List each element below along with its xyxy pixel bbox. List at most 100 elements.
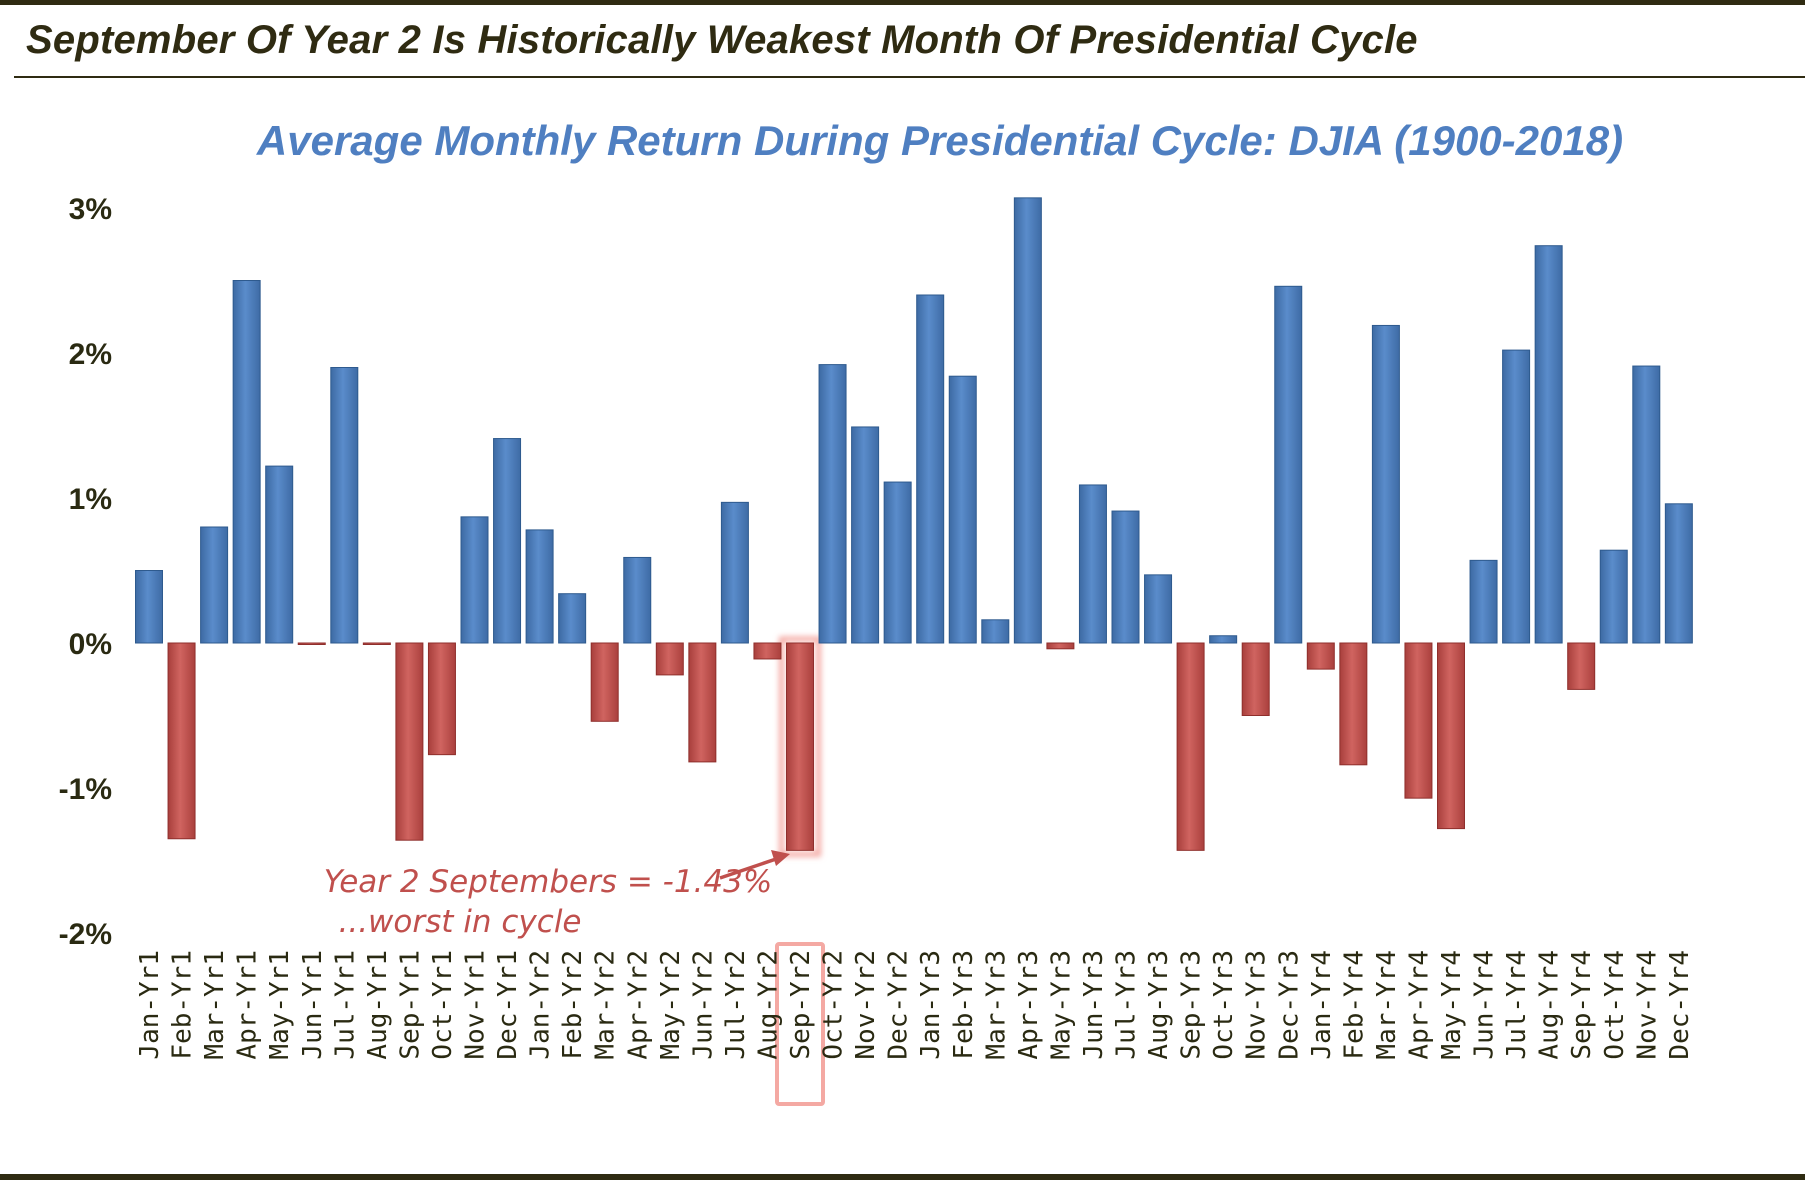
x-tick-label: Jun-Yr2 [688,950,718,1060]
x-tick-label: Aug-Yr4 [1535,950,1565,1060]
x-tick-label: Jun-Yr3 [1079,950,1109,1060]
x-tick-label: Feb-Yr2 [558,950,588,1060]
x-tick-label: Mar-Yr3 [981,950,1011,1060]
bar [330,367,359,644]
y-tick-label: 2% [69,338,112,371]
x-tick-label: Feb-Yr3 [949,950,979,1060]
bar [623,556,652,644]
x-tick-label: Nov-Yr3 [1242,950,1272,1060]
y-axis: 3% 2% 1% 0% -1% -2% [59,193,112,951]
x-tick-label: Jun-Yr4 [1470,950,1500,1060]
bar [851,426,880,644]
x-tick-label: Jul-Yr4 [1502,950,1532,1060]
x-tick-label: Jul-Yr2 [721,950,751,1060]
annotation: Year 2 Septembers = -1.43% ...worst in c… [324,850,790,940]
bar [948,375,977,644]
x-tick-label: May-Yr1 [265,950,295,1060]
x-tick-label: Aug-Yr1 [363,950,393,1060]
x-tick-label: Dec-Yr3 [1274,950,1304,1060]
x-tick-label: Sep-Yr3 [1177,950,1207,1060]
highlight-bar-glow [779,636,821,857]
bar [1144,574,1173,644]
x-tick-label: Jan-Yr4 [1307,950,1337,1060]
bar [1111,510,1140,644]
bar [135,570,163,644]
x-tick-label: Apr-Yr1 [233,950,263,1060]
bar [1437,642,1465,830]
bar [1664,503,1693,644]
x-tick-label: Dec-Yr1 [493,950,523,1060]
bar-highlighted [786,642,814,851]
bar [1078,484,1107,644]
bar [558,593,587,644]
bar [1339,642,1368,766]
x-tick-label: Aug-Yr3 [1144,950,1174,1060]
chart-title: Average Monthly Return During Presidenti… [256,117,1623,164]
x-tick-label: May-Yr2 [656,950,686,1060]
bar [688,642,717,763]
x-axis: Jan-Yr1 Feb-Yr1 Mar-Yr1 Apr-Yr1 May-Yr1 Jun-Y… [135,950,1695,1060]
x-tick-label: May-Yr3 [1046,950,1076,1060]
bars [135,197,1693,851]
bar [1371,324,1400,644]
x-tick-label: Feb-Yr1 [168,950,198,1060]
annotation-arrow-shaft [719,855,783,880]
bar [590,642,619,722]
bar [1469,559,1498,644]
bar [1632,365,1661,644]
bar [1534,245,1563,644]
x-tick-label: Jun-Yr1 [298,950,328,1060]
x-tick-label: Apr-Yr4 [1404,950,1434,1060]
y-tick-label: 1% [69,483,112,516]
x-tick-label: Aug-Yr2 [753,950,783,1060]
x-tick-label: Jan-Yr2 [526,950,556,1060]
y-tick-label: 3% [69,193,112,226]
bar [1013,197,1042,644]
x-tick-label: Mar-Yr4 [1372,950,1402,1060]
bar [818,364,847,644]
x-tick-label: Nov-Yr2 [851,950,881,1060]
bar [395,642,424,841]
x-tick-label: Sep-Yr1 [395,950,425,1060]
bar [916,294,945,644]
x-tick-label: Nov-Yr4 [1632,950,1662,1060]
x-tick-label: Jul-Yr1 [330,950,360,1060]
x-tick-label: Mar-Yr1 [200,950,230,1060]
bar [883,481,912,644]
bar [1209,635,1238,644]
bar [1306,642,1335,670]
bar [362,642,391,645]
bar [1404,642,1433,799]
bar [427,642,456,756]
bar [1046,642,1075,650]
bar [265,465,294,644]
x-tick-label: Mar-Yr2 [591,950,621,1060]
bar [1599,549,1628,644]
x-tick-label: Oct-Yr2 [819,950,849,1060]
bar [981,619,1010,644]
highlight-label-box [775,942,825,1106]
x-tick-label: Oct-Yr1 [428,950,458,1060]
x-tick-label: Sep-Yr2 [786,950,816,1060]
bottom-border [0,1174,1805,1180]
x-tick-label: Jan-Yr3 [916,950,946,1060]
page-headline: September Of Year 2 Is Historically Weak… [26,18,1418,62]
x-tick-label: Apr-Yr2 [623,950,653,1060]
y-tick-label: -1% [59,773,112,806]
bar [1176,642,1205,851]
y-tick-label: -2% [59,918,112,951]
bar [232,280,261,644]
bar [655,642,684,676]
x-tick-label: Jul-Yr3 [1112,950,1142,1060]
x-tick-label: Dec-Yr4 [1665,950,1695,1060]
annotation-arrow-head [771,850,790,866]
bar [720,501,749,644]
bar [525,529,554,644]
headline-divider [14,76,1805,78]
x-tick-label: Oct-Yr4 [1600,950,1630,1060]
bar [200,526,229,644]
annotation-line1: Year 2 Septembers = -1.43% [324,864,773,900]
highlight-layer [775,636,825,1106]
bar [460,516,489,644]
